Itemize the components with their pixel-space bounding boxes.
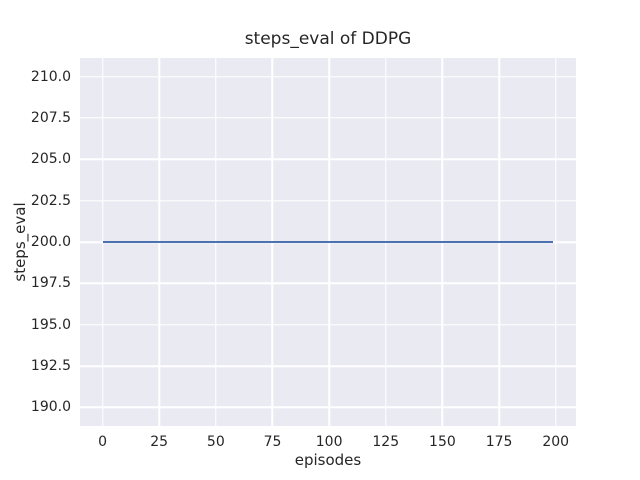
- y-gridline: [80, 158, 576, 161]
- y-gridline: [80, 282, 576, 285]
- y-gridline: [80, 365, 576, 367]
- y-tick-label: 190.0: [30, 399, 71, 416]
- x-tick-label: 150: [429, 434, 456, 450]
- plot-area: [80, 58, 576, 426]
- x-tick-label: 25: [150, 434, 169, 450]
- x-tick-label: 175: [485, 434, 513, 450]
- y-gridline: [80, 117, 576, 119]
- y-tick-label: 192.5: [30, 358, 71, 375]
- x-tick-label: 125: [372, 434, 400, 450]
- series-line: [102, 241, 554, 243]
- y-tick-label: 202.5: [30, 192, 71, 209]
- y-tick-label: 195.0: [30, 316, 71, 333]
- x-tick-label: 100: [315, 434, 343, 450]
- x-tick-label: 50: [206, 434, 225, 450]
- x-tick-label: 75: [263, 434, 282, 450]
- y-tick-label: 200.0: [30, 234, 71, 250]
- chart-title: steps_eval of DDPG: [244, 29, 412, 49]
- y-tick-label: 207.5: [30, 109, 71, 126]
- y-gridline: [80, 323, 576, 326]
- y-gridline: [80, 199, 576, 202]
- y-tick-label: 205.0: [30, 151, 71, 168]
- x-tick-label: 200: [542, 434, 570, 450]
- y-tick-label: 197.5: [30, 275, 71, 292]
- x-axis-label: episodes: [294, 451, 362, 469]
- y-gridline: [80, 75, 576, 78]
- y-tick-label: 210.0: [30, 68, 71, 85]
- y-gridline: [80, 406, 576, 409]
- x-tick-label: 0: [98, 434, 107, 450]
